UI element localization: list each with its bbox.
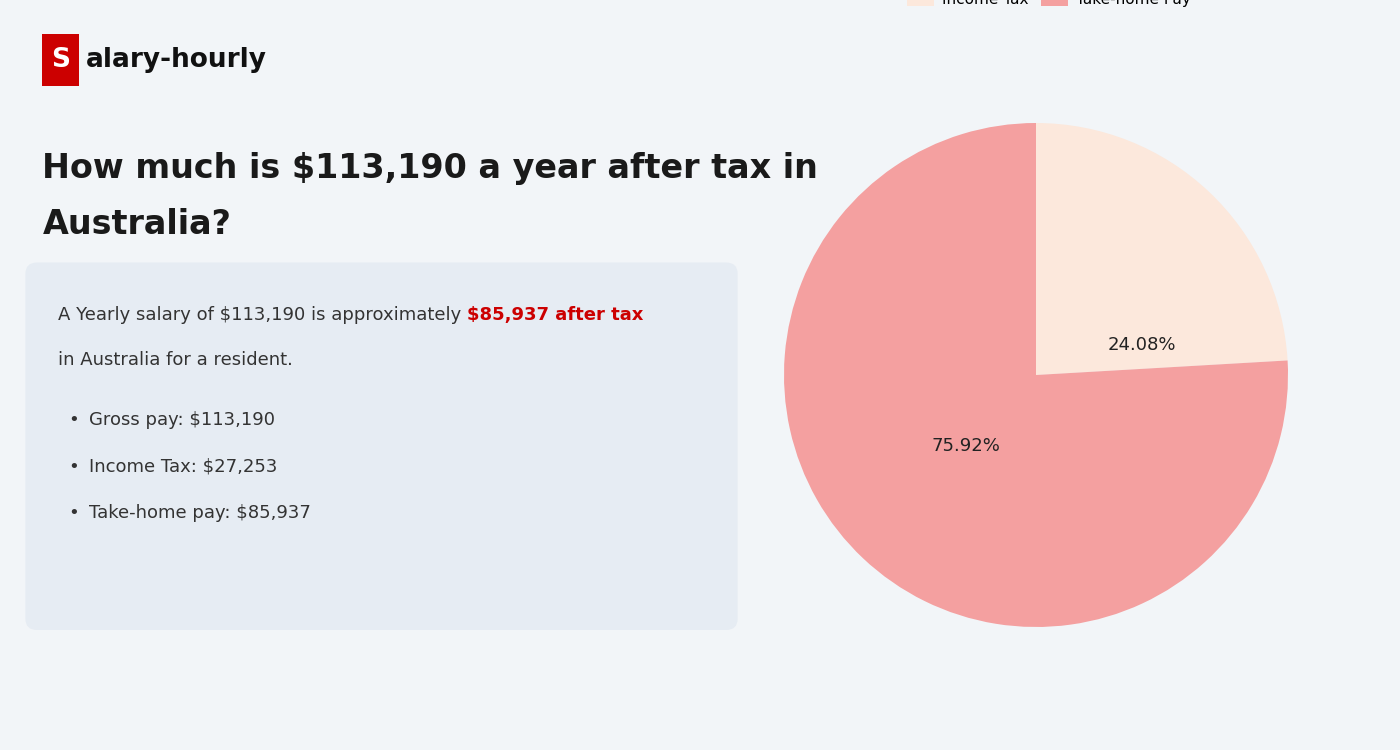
Legend: Income Tax, Take-home Pay: Income Tax, Take-home Pay [900,0,1197,13]
Text: 75.92%: 75.92% [931,436,1000,454]
Text: •: • [67,504,78,522]
FancyBboxPatch shape [25,262,738,630]
Text: Income Tax: $27,253: Income Tax: $27,253 [88,458,277,476]
Text: •: • [67,458,78,476]
Text: $85,937 after tax: $85,937 after tax [466,306,643,324]
Wedge shape [1036,123,1288,375]
FancyBboxPatch shape [42,34,80,86]
Text: S: S [52,47,70,73]
Text: in Australia for a resident.: in Australia for a resident. [57,351,293,369]
Text: alary-hourly: alary-hourly [85,47,266,73]
Text: Australia?: Australia? [42,209,231,242]
Text: Gross pay: $113,190: Gross pay: $113,190 [88,411,274,429]
Text: A Yearly salary of $113,190 is approximately: A Yearly salary of $113,190 is approxima… [57,306,466,324]
Wedge shape [784,123,1288,627]
Text: 24.08%: 24.08% [1107,336,1176,354]
Text: •: • [67,411,78,429]
Text: Take-home pay: $85,937: Take-home pay: $85,937 [88,504,311,522]
Text: How much is $113,190 a year after tax in: How much is $113,190 a year after tax in [42,152,818,185]
